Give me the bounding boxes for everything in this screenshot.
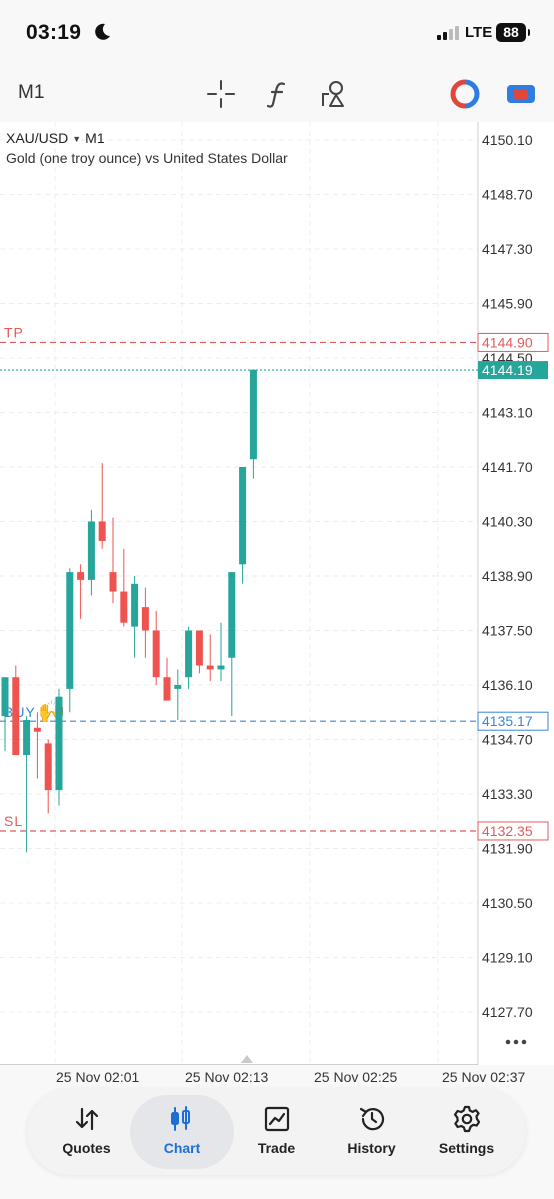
price-tick-label: 4145.90 (482, 296, 533, 312)
scroll-marker-icon (241, 1055, 253, 1063)
history-icon (359, 1107, 384, 1131)
symbol-name: XAU/USD (6, 130, 69, 146)
candle-body (217, 665, 225, 670)
candle-body (206, 665, 214, 670)
price-tick-label: 4138.90 (482, 568, 533, 584)
buy-tag: BUY (4, 704, 36, 720)
price-tick-label: 4141.70 (482, 459, 533, 475)
price-tick-label: 4127.70 (482, 1004, 533, 1020)
candle-body (131, 583, 139, 627)
price-tick-label: 4136.10 (482, 677, 533, 693)
candle-body (12, 677, 20, 756)
candle-body (23, 720, 31, 756)
nav-chart-label: Chart (163, 1140, 201, 1156)
one-click-trading-icon[interactable] (505, 78, 537, 110)
candle-body (33, 727, 41, 732)
candle-body (174, 685, 182, 689)
time-tick: 25 Nov 02:01 (56, 1069, 140, 1085)
objects-icon[interactable] (317, 78, 349, 110)
trade-circle-icon[interactable] (449, 78, 481, 110)
price-tick-label: 4148.70 (482, 187, 533, 203)
nav-quotes[interactable]: Quotes (39, 1089, 134, 1175)
function-icon[interactable] (262, 78, 294, 110)
sl-level-price-label: 4132.35 (482, 823, 533, 839)
candle-body (195, 630, 203, 666)
nav-settings-label: Settings (438, 1140, 495, 1156)
price-tick-label: 4134.70 (482, 732, 533, 748)
quotes-icon (75, 1107, 98, 1131)
price-tick-label: 4129.10 (482, 950, 533, 966)
candle-body (141, 607, 149, 631)
battery-indicator: 88 (496, 23, 530, 42)
status-time: 03:19 (26, 21, 82, 44)
candle-body (163, 677, 171, 701)
sl-level-tag: SL (4, 813, 23, 829)
time-axis: 25 Nov 02:01 25 Nov 02:13 25 Nov 02:25 2… (0, 1065, 554, 1089)
symbol-dropdown-icon: ▼ (72, 134, 82, 144)
price-tick-label: 4143.10 (482, 405, 533, 421)
sl-level-price-box (477, 821, 549, 841)
symbol-description: Gold (one troy ounce) vs United States D… (6, 150, 288, 166)
candle-body (109, 572, 117, 592)
symbol-header[interactable]: XAU/USD ▼ M1 (6, 130, 105, 146)
chart-background (0, 122, 554, 1065)
tp-level-tag: TP (4, 324, 24, 340)
crosshair-icon[interactable] (205, 78, 237, 110)
signal-icon (437, 26, 459, 40)
current-price-price-label: 4144.19 (482, 362, 533, 378)
tp-level-price-label: 4144.90 (482, 334, 533, 350)
chart-area[interactable]: 4150.10 4148.70 4147.30 4145.90 4144.50 4143.… (0, 122, 554, 1065)
candlestick-chart[interactable]: 4150.104148.704147.304145.904144.504143.… (0, 122, 554, 1065)
chart-icon (171, 1106, 190, 1131)
time-tick: 25 Nov 02:25 (314, 1069, 398, 1085)
bottom-navigation: Quotes Chart Trade History (27, 1089, 526, 1175)
price-tick-label: 4133.30 (482, 786, 533, 802)
candle-body (185, 630, 193, 678)
network-label: LTE (465, 24, 493, 41)
price-tick-label: 4147.30 (482, 241, 533, 257)
price-tick-label: 4131.90 (482, 841, 533, 857)
candle-body (44, 743, 52, 791)
nav-settings[interactable]: Settings (419, 1089, 514, 1175)
candle-body (77, 572, 85, 580)
time-tick: 25 Nov 02:37 (442, 1069, 526, 1085)
candle-body (98, 521, 106, 541)
timeframe-button[interactable]: M1 (18, 82, 45, 103)
candle-body (1, 677, 9, 717)
tp-level-price-box (477, 332, 549, 352)
trade-icon (264, 1106, 289, 1132)
settings-icon (453, 1105, 480, 1133)
nav-quotes-label: Quotes (62, 1140, 111, 1156)
nav-trade[interactable]: Trade (229, 1089, 324, 1175)
price-tick-label: 4150.10 (482, 132, 533, 148)
candle-body (249, 369, 257, 460)
chart-toolbar: M1 (0, 66, 554, 122)
buy-level-price-box (477, 711, 549, 731)
price-tick-label: 4130.50 (482, 895, 533, 911)
time-tick: 25 Nov 02:13 (185, 1069, 269, 1085)
candle-body (120, 591, 128, 623)
nav-history-label: History (347, 1140, 396, 1156)
nav-history[interactable]: History (324, 1089, 419, 1175)
nav-trade-label: Trade (257, 1140, 296, 1156)
candle-body (239, 467, 247, 565)
status-bar: 03:19 LTE 88 (0, 0, 554, 66)
symbol-timeframe: M1 (85, 130, 105, 146)
candle-body (152, 630, 160, 678)
moon-icon (95, 23, 110, 40)
price-tick-label: 4140.30 (482, 514, 533, 530)
candle-body (66, 572, 74, 689)
buy-level-price-label: 4135.17 (482, 713, 533, 729)
candle-body (87, 521, 95, 580)
current-price-price-box (478, 361, 548, 380)
candle-body (228, 572, 236, 658)
candle-body (55, 696, 63, 791)
more-icon[interactable] (504, 1038, 528, 1046)
price-tick-label: 4137.50 (482, 623, 533, 639)
nav-chart[interactable]: Chart (130, 1095, 234, 1169)
